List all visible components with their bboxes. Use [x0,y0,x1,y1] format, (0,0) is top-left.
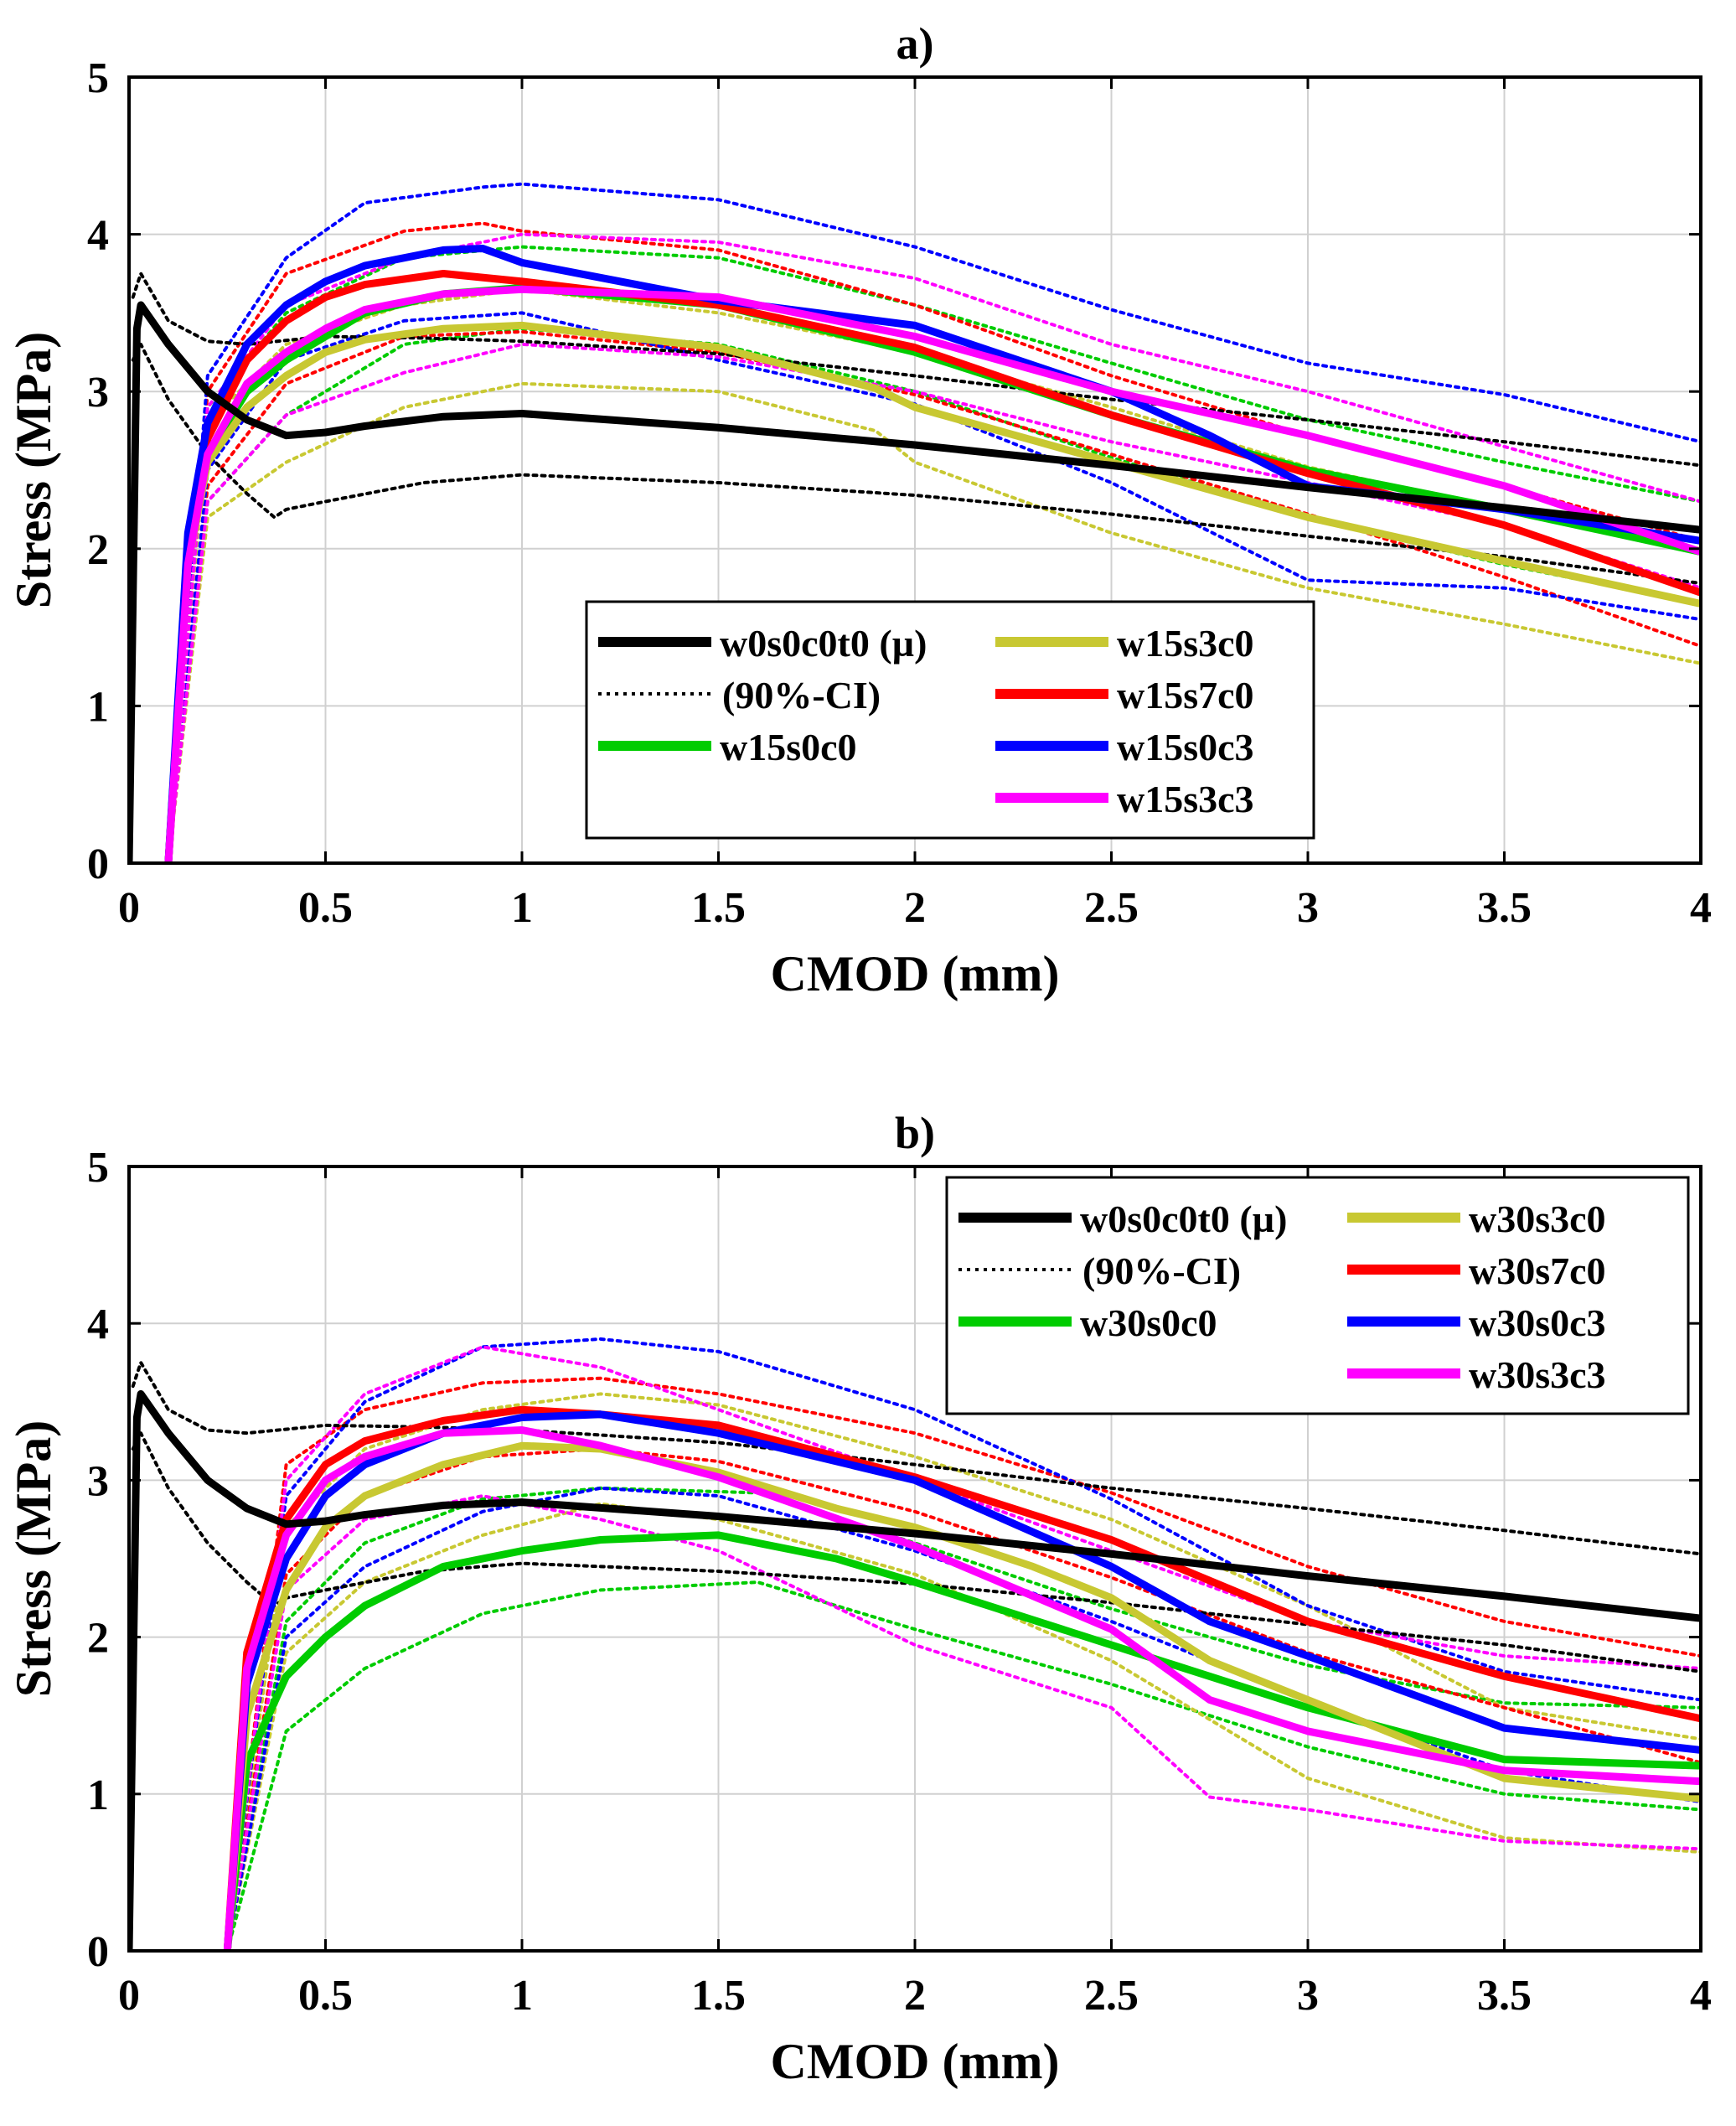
ci-lower-line [225,1502,1701,1951]
series-line-w30s3c0 [223,1441,1701,1951]
y-tick-label: 2 [87,526,109,574]
y-axis-label: Stress (MPa) [6,1420,61,1697]
legend: w0s0c0t0 (µ) (90%-CI) w30s0c0 w30s3c0 w30s7c… [945,1176,1690,1415]
x-tick-label: 0.5 [298,884,353,932]
series-line-w30s3c3 [223,1426,1701,1951]
x-tick-label: 0 [118,884,140,932]
y-axis-label: Stress (MPa) [6,332,61,608]
series-line-w0s0c0t0 [129,301,1701,863]
x-tick-label: 3.5 [1477,1972,1532,2020]
legend-label: w15s0c3 [1117,726,1254,768]
series-line-w30s7c0 [223,1405,1701,1951]
ci-upper-line [225,1345,1701,1951]
chart-title: b) [895,1108,935,1158]
series-line-w15s3c0 [164,321,1701,863]
series-line-w15s3c3 [164,285,1701,863]
y-tick-label: 1 [87,683,109,731]
series-line-w0s0c0t0 [129,1389,1701,1951]
plot-data [129,1337,1701,1951]
x-tick-label: 1.5 [691,1972,746,2020]
legend-label: w30s0c0 [1080,1301,1217,1344]
legend-label: (90%-CI) [722,674,881,716]
ci-lower-line [166,329,1701,863]
ci-upper-line [166,182,1701,863]
y-tick-label: 0 [87,1928,109,1976]
ci-lower-line [166,381,1701,863]
x-tick-label: 1 [511,1972,533,2020]
x-tick-label: 0 [118,1972,140,2020]
y-tick-label: 5 [87,54,109,102]
x-tick-label: 2.5 [1084,1972,1139,2020]
y-tick-label: 2 [87,1615,109,1663]
ci-lower-line [225,1494,1701,1951]
chart-panel-a: 0 0.5 1 1.5 2 2.5 3 3.5 4 0 1 2 3 4 5 a) CMOD (mm) Stress… [6,18,1712,1001]
y-tick-label: 3 [87,1457,109,1505]
x-tick-label: 1 [511,884,533,932]
chart-panel-b: 0 0.5 1 1.5 2 2.5 3 3.5 4 0 1 2 3 4 5 b) CMOD (mm) Stress… [6,1108,1712,2089]
legend-label: w30s0c3 [1469,1301,1606,1344]
y-tick-label: 3 [87,369,109,416]
x-tick-label: 4 [1690,884,1712,932]
x-tick-label: 0.5 [298,1972,353,2020]
legend-label: w30s7c0 [1469,1249,1606,1292]
series-line-w30s0c3 [223,1410,1701,1951]
x-axis-label: CMOD (mm) [771,2034,1060,2089]
ci-upper-line [166,232,1701,863]
series-line--90-ci [131,272,1701,468]
x-tick-label: 2.5 [1084,884,1139,932]
series-line-w15s0c3 [164,245,1701,863]
x-tick-label: 2 [904,1972,926,2020]
series-line-ci-lower [131,342,1701,586]
legend-label: w30s3c0 [1469,1197,1606,1240]
series-line-w30s0c0 [223,1531,1701,1951]
plot-data [129,182,1701,863]
x-tick-label: 3 [1297,884,1319,932]
legend-label: (90%-CI) [1082,1249,1241,1292]
legend-label: w15s3c0 [1117,622,1254,665]
chart-title: a) [896,18,934,69]
ci-upper-line [225,1337,1701,1951]
y-tick-label: 1 [87,1772,109,1819]
y-tick-label: 5 [87,1144,109,1192]
legend-label: w15s3c3 [1117,778,1254,820]
x-axis-label: CMOD (mm) [771,946,1060,1001]
ci-lower-line [225,1580,1701,1951]
y-tick-label: 4 [87,1301,109,1348]
y-tick-label: 0 [87,841,109,888]
legend-label: w15s7c0 [1117,674,1254,716]
x-tick-label: 4 [1690,1972,1712,2020]
x-tick-label: 2 [904,884,926,932]
legend-label: w30s3c3 [1469,1353,1606,1396]
legend: w0s0c0t0 (µ) (90%-CI) w15s0c0 w15s3c0 w15s7c… [585,600,1315,840]
x-tick-label: 3.5 [1477,884,1532,932]
legend-label: w0s0c0t0 (µ) [1080,1197,1288,1240]
x-tick-label: 1.5 [691,884,746,932]
legend-label: w15s0c0 [720,726,857,768]
x-tick-label: 3 [1297,1972,1319,2020]
legend-label: w0s0c0t0 (µ) [720,622,927,665]
series-line-ci-lower [131,1431,1701,1673]
y-tick-label: 4 [87,212,109,260]
